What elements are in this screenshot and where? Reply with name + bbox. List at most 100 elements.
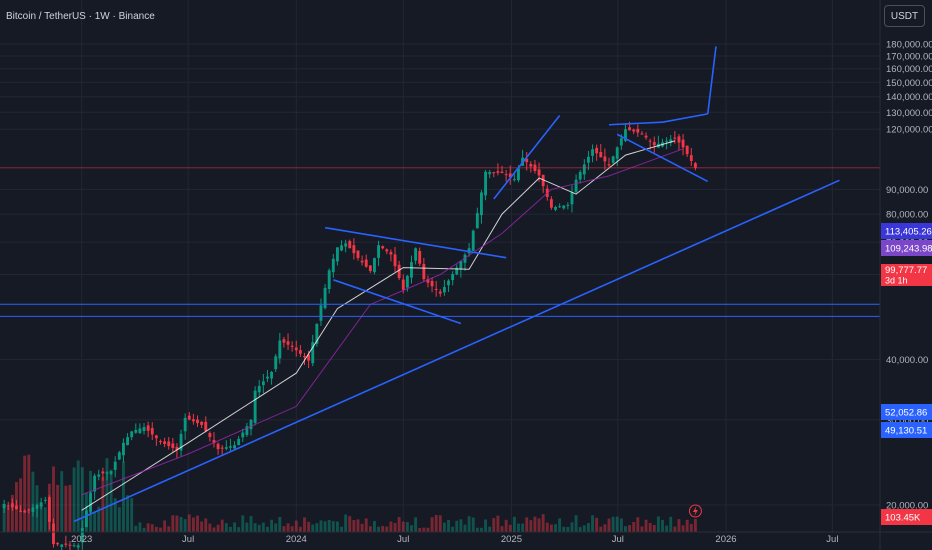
- candle-body: [422, 263, 426, 280]
- trend-drawings[interactable]: [73, 46, 840, 523]
- candle-body: [689, 155, 693, 161]
- candle-body: [286, 341, 290, 345]
- price-label-box: [881, 240, 932, 256]
- candle-body: [319, 305, 323, 321]
- price-label-box: [881, 404, 932, 420]
- volume-bar: [167, 526, 171, 532]
- time-tick-label: Jul: [612, 534, 624, 545]
- volume-bar: [381, 525, 385, 532]
- candle-body: [340, 245, 343, 251]
- time-tick-label: 2024: [286, 534, 307, 545]
- candle-body: [348, 241, 352, 249]
- candle-body: [134, 429, 138, 433]
- volume-bar: [105, 458, 109, 532]
- candle-body: [220, 447, 224, 449]
- candle-body: [677, 136, 681, 143]
- volume-bar: [603, 524, 607, 532]
- volume-bar: [582, 525, 586, 532]
- candle-body: [241, 432, 245, 438]
- volume-bar: [418, 527, 422, 532]
- moving-average-line: [81, 140, 675, 511]
- candle-body: [294, 347, 298, 351]
- price-label-countdown: 3d 1h: [885, 276, 908, 286]
- currency-button[interactable]: USDT: [884, 5, 925, 27]
- candle-body: [624, 129, 627, 141]
- lower-wedge-line: [333, 279, 462, 325]
- candle-body: [463, 254, 467, 263]
- volume-bar: [97, 506, 101, 532]
- time-tick-label: Jul: [182, 534, 194, 545]
- volume-bar: [117, 507, 121, 532]
- candle-body: [52, 523, 55, 545]
- candle-body: [2, 503, 6, 509]
- time-axis[interactable]: 2023 Jul 2024 Jul 2025 Jul 2026 Jul: [0, 531, 932, 545]
- candle-body: [549, 199, 553, 208]
- candle-body: [447, 280, 450, 286]
- volume-bar: [599, 526, 603, 532]
- volume-bar: [521, 523, 525, 532]
- candle-body: [60, 544, 64, 547]
- volume-bar: [142, 527, 146, 532]
- volume-bar: [586, 523, 590, 532]
- volume-bar: [492, 518, 496, 532]
- candle-body: [356, 250, 360, 259]
- volume-bar: [397, 517, 401, 532]
- volume-bar: [619, 518, 623, 532]
- candle-body: [315, 323, 319, 344]
- candle-body: [35, 504, 39, 509]
- volume-bar: [562, 526, 566, 532]
- candle-body: [191, 419, 195, 422]
- candle-body: [681, 139, 685, 148]
- volume-bar: [656, 516, 660, 532]
- price-label-text: 103.45K: [885, 513, 921, 524]
- candle-body: [233, 445, 236, 449]
- volume-bar: [286, 523, 290, 532]
- candle-body: [615, 147, 619, 159]
- volume-bar: [389, 521, 393, 532]
- volume-bar: [228, 526, 232, 532]
- volume-bar: [525, 517, 529, 532]
- volume-bar: [335, 521, 339, 532]
- volume-bar: [311, 524, 315, 532]
- candle-body: [496, 171, 500, 173]
- volume-bar: [467, 516, 471, 532]
- candle-body: [405, 275, 409, 288]
- volume-bar: [512, 516, 516, 532]
- candle-body: [196, 419, 199, 424]
- volume-bar: [101, 476, 105, 532]
- volume-bar: [591, 515, 594, 532]
- candle-body: [669, 139, 673, 143]
- candle-body: [105, 472, 109, 474]
- volume-bar: [331, 521, 335, 532]
- volume-bar: [270, 519, 274, 532]
- volume-bar: [652, 524, 656, 532]
- candle-body: [323, 287, 327, 309]
- volume-bar: [661, 519, 664, 532]
- volume-bar: [693, 519, 697, 532]
- candle-body: [574, 179, 578, 193]
- volume-bar: [80, 467, 84, 532]
- volume-bar: [52, 466, 55, 532]
- candle-body: [471, 230, 475, 251]
- candle-body: [558, 206, 562, 208]
- moving-average-lines: [81, 140, 684, 511]
- candle-body: [442, 287, 446, 293]
- candle-body: [591, 149, 594, 156]
- volume-bar: [566, 526, 570, 532]
- volume-bar: [405, 522, 409, 532]
- candle-body: [685, 145, 689, 155]
- candle-body: [508, 173, 512, 178]
- volume-bar: [615, 516, 619, 532]
- volume-bar: [187, 514, 191, 532]
- candle-body: [525, 158, 529, 163]
- price-label-text: 109,243.98: [885, 244, 932, 255]
- candle-body: [6, 505, 10, 507]
- time-tick-label: 2026: [715, 534, 736, 545]
- price-tick-label: 30,000.00: [886, 415, 928, 426]
- volume-bar: [68, 484, 72, 532]
- candle-body: [303, 356, 306, 358]
- volume-bar: [23, 455, 27, 532]
- volume-bar: [76, 460, 80, 532]
- volume-bar: [43, 507, 47, 532]
